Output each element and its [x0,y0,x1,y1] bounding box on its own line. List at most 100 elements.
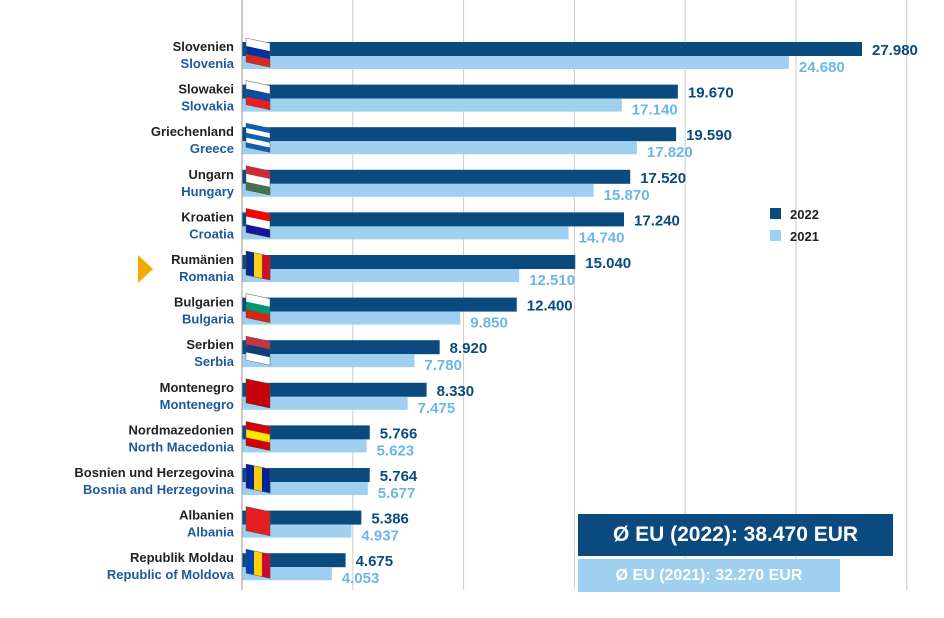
flag-stripe [246,224,270,238]
value-label-2022: 4.675 [356,553,394,570]
country-label-en: North Macedonia [129,439,235,454]
flag-stripe [246,46,270,60]
flag-stripe [246,506,270,521]
legend-label-2021: 2021 [790,229,819,244]
bar-2021-montenegro [242,396,408,410]
eu-average-2021-box: Ø EU (2021): 32.270 EUR [578,559,840,592]
flag-stripe [246,309,270,324]
flag-stripe [246,378,270,393]
bar-2022-hungary [242,169,631,184]
value-label-2021: 7.780 [424,357,462,374]
slovenia-flag-icon [245,37,271,68]
country-label-de: Slovenien [173,39,234,54]
flag-stripe [246,394,270,409]
country-label-en: Romania [179,269,235,284]
value-label-2022: 17.520 [640,170,686,187]
flag-border [245,165,271,196]
country-label-de: Ungarn [189,167,235,182]
flag-border [245,548,271,579]
flag-border [245,122,271,153]
value-label-2022: 8.330 [437,383,475,400]
bar-2022-slovakia [242,84,678,99]
bar-2021-slovakia [242,98,622,112]
bar-2022-bosnia-and-herzegovina [242,468,370,482]
bar-2022-bulgaria [242,297,517,312]
country-label-en: Slovakia [181,99,235,114]
country-label-en: Serbia [194,354,235,369]
flag-stripe [246,88,270,103]
slovakia-flag-icon [245,80,271,111]
country-label-en: Hungary [181,184,235,199]
eu-average-2022-box: Ø EU (2022): 38.470 EUR [578,514,893,556]
flag-stripe [246,421,270,435]
value-label-2021: 9.850 [470,315,508,332]
hungary-flag-icon [245,165,271,196]
flag-stripe [246,250,255,277]
bar-2022-croatia [242,212,625,227]
bar-2021-bosnia-and-herzegovina [242,482,368,495]
flag-stripe [254,465,263,492]
country-label-en: Montenegro [160,397,234,412]
flag-stripe [246,549,255,575]
country-label-de: Rumänien [171,252,234,267]
country-label-de: Kroatien [181,209,234,224]
value-label-2022: 15.040 [585,255,631,272]
flag-border [245,463,271,494]
flag-stripe [262,467,271,494]
country-label-en: Albania [187,525,235,540]
flag-stripe [246,429,270,443]
value-label-2021: 5.623 [377,442,415,459]
flag-border [245,208,271,238]
flag-stripe [254,252,263,279]
flag-border [245,378,271,409]
flag-stripe [246,38,270,52]
country-label-en: Bulgaria [182,312,235,327]
flag-stripe [246,127,270,139]
flag-stripe [246,96,270,111]
value-label-2021: 15.870 [604,187,650,204]
country-label-de: Bulgarien [174,295,234,310]
montenegro-flag-icon [245,378,271,409]
country-label-en: Slovenia [181,56,235,71]
country-label-de: Republik Moldau [130,550,234,565]
bar-2022-albania [242,510,362,525]
country-label-de: Montenegro [160,380,234,395]
legend-label-2022: 2022 [790,207,819,222]
bar-2021-bulgaria [242,311,461,325]
flag-stripe [246,301,270,316]
country-label-en: Bosnia and Herzegovina [83,482,235,497]
flag-border [245,37,271,68]
bar-2021-serbia [242,354,415,368]
country-label-de: Slowakei [178,82,234,97]
bulgaria-flag-icon [245,293,271,324]
flag-stripe [246,173,270,188]
country-label-de: Griechenland [151,124,234,139]
flag-stripe [246,437,270,451]
value-label-2021: 5.677 [378,485,416,502]
value-label-2021: 4.937 [361,528,399,545]
value-label-2021: 4.053 [342,570,380,587]
value-label-2021: 12.510 [529,272,575,289]
flag-stripe [254,550,263,577]
flag-stripe [246,522,270,537]
bar-2021-slovenia [242,56,789,69]
albania-flag-icon [245,506,271,537]
flag-border [245,506,271,537]
flag-stripe [246,165,270,180]
value-label-2021: 17.140 [632,102,678,119]
bar-2022-slovenia [242,42,862,56]
value-label-2022: 17.240 [634,212,680,229]
flag-border [245,80,271,111]
flag-stripe [246,132,270,144]
country-label-de: Nordmazedonien [129,422,235,437]
flag-stripe [246,123,270,134]
value-label-2022: 8.920 [450,340,488,357]
value-label-2021: 14.740 [579,229,625,246]
bar-2021-croatia [242,226,569,240]
flag-stripe [246,336,270,350]
flag-stripe [246,142,270,153]
value-label-2021: 17.820 [647,144,693,161]
bar-2022-north-macedonia [242,425,370,440]
bar-2021-greece [242,141,637,155]
value-label-2022: 12.400 [527,298,573,315]
